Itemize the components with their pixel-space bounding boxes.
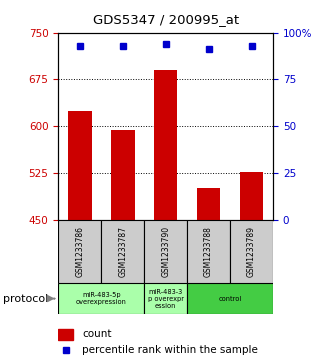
Bar [111,130,135,220]
Bar [154,70,177,220]
Text: control: control [218,295,242,302]
Text: GSM1233786: GSM1233786 [75,226,84,277]
Text: percentile rank within the sample: percentile rank within the sample [82,345,258,355]
Text: GSM1233789: GSM1233789 [247,226,256,277]
Bar [101,220,144,283]
Text: protocol: protocol [3,294,49,303]
Bar [197,188,220,220]
Text: GDS5347 / 200995_at: GDS5347 / 200995_at [94,13,239,26]
Text: count: count [82,329,112,339]
Bar [144,283,187,314]
Text: GSM1233787: GSM1233787 [118,226,127,277]
Bar [240,172,263,220]
Bar [144,220,187,283]
Bar [187,220,230,283]
Bar [58,329,73,340]
Text: GSM1233788: GSM1233788 [204,226,213,277]
Bar [230,220,273,283]
Text: miR-483-5p
overexpression: miR-483-5p overexpression [76,292,127,305]
Bar [187,283,273,314]
Bar [68,111,92,220]
Text: GSM1233790: GSM1233790 [161,226,170,277]
Bar [58,220,101,283]
Bar [58,283,144,314]
Text: miR-483-3
p overexpr
ession: miR-483-3 p overexpr ession [148,289,184,309]
